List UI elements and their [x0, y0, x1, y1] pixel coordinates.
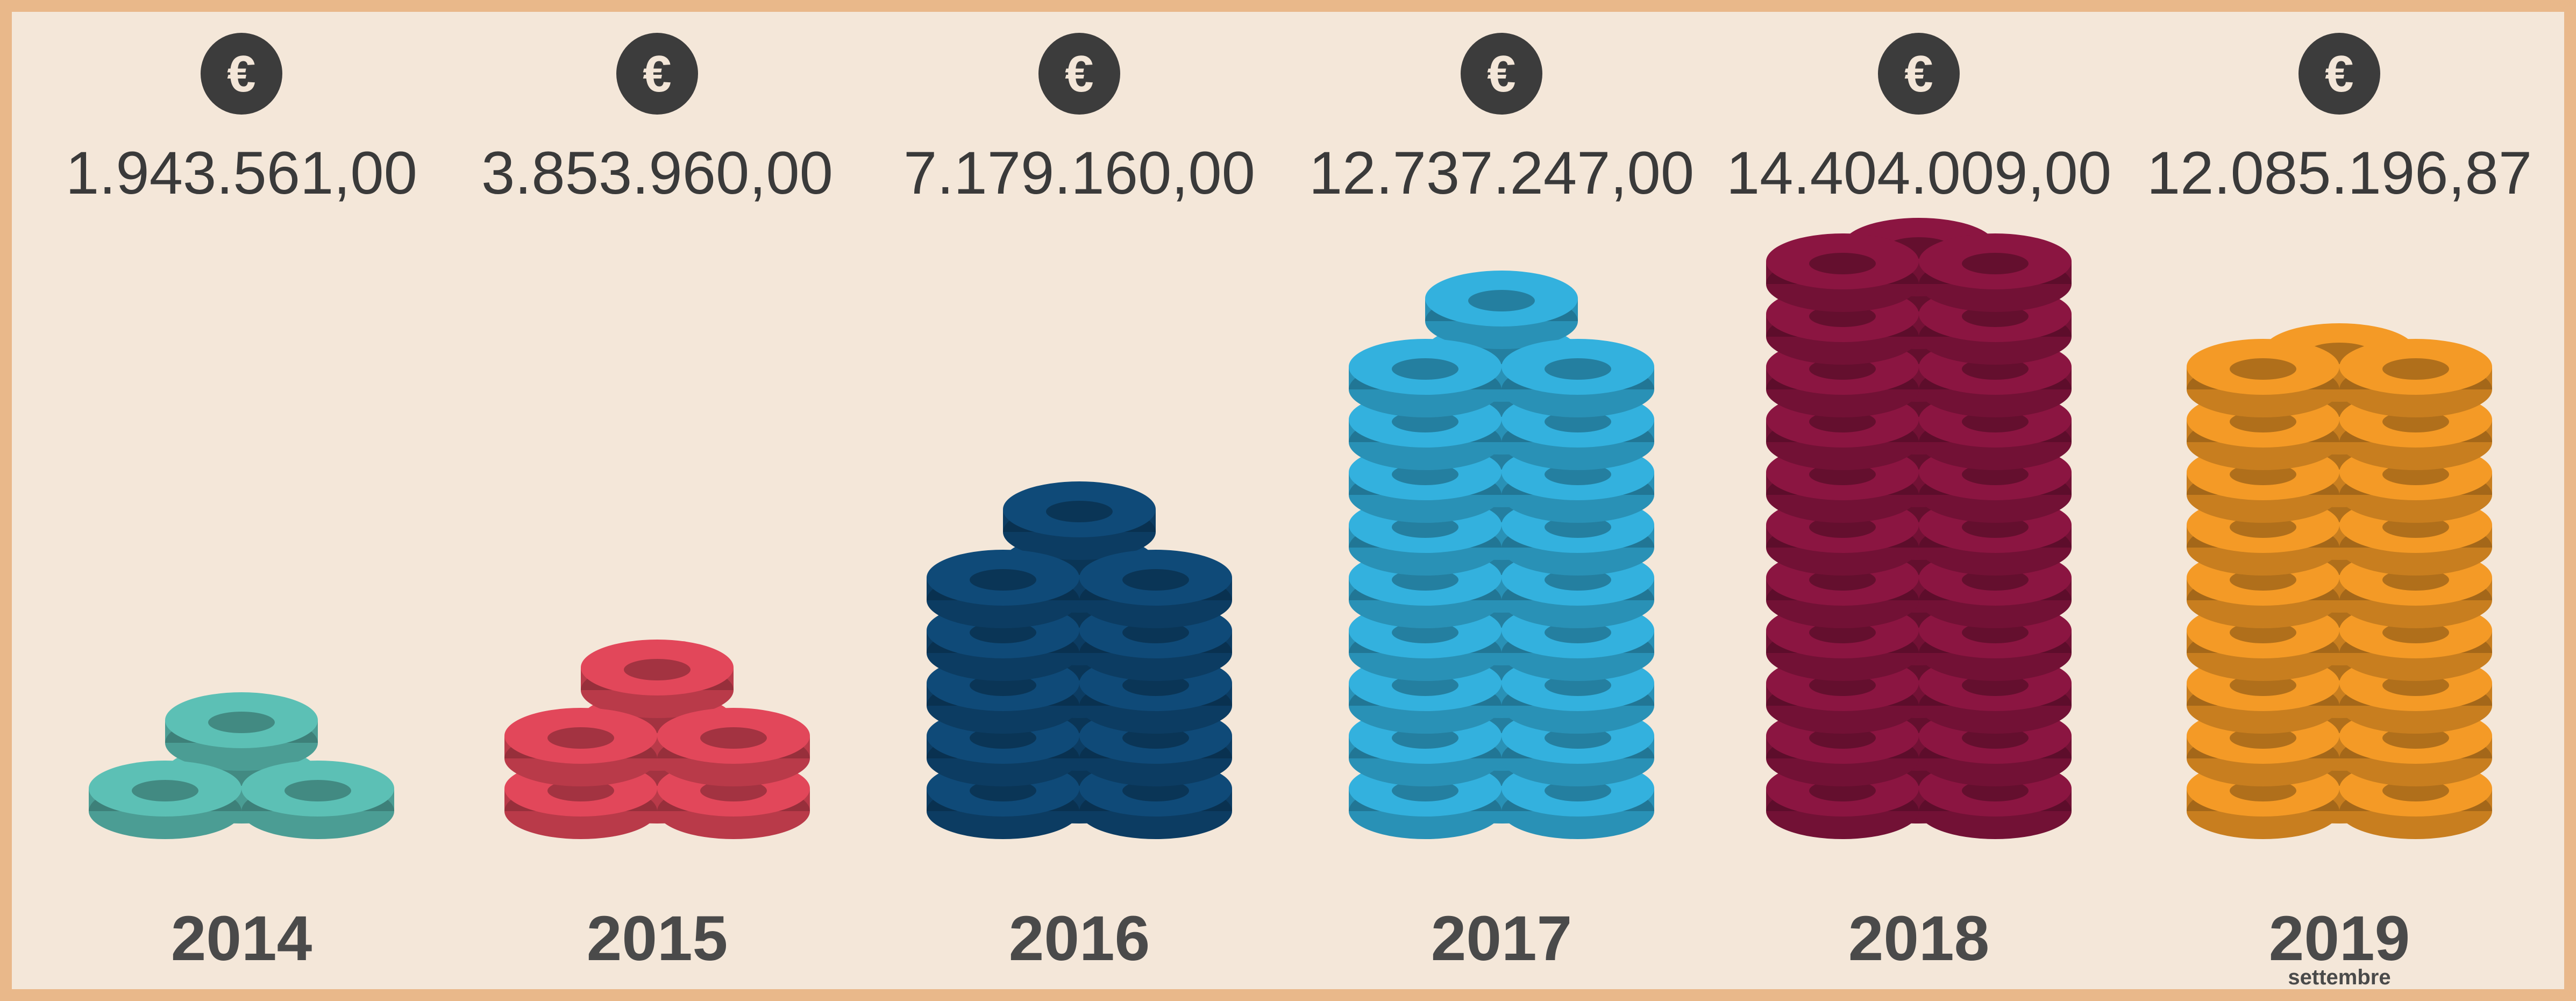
currency-icon [1038, 33, 1120, 115]
coin-top [927, 550, 1079, 606]
coin-hole [1122, 569, 1189, 591]
coin-hole [1809, 253, 1876, 274]
coin-hole [1545, 358, 1611, 380]
coin-hole [2382, 358, 2449, 380]
value-label: 12.737.247,00 [1309, 139, 1694, 207]
coin-top [1919, 233, 2072, 289]
coin-top [657, 708, 810, 764]
currency-symbol: € [643, 45, 671, 103]
coin-stack [2187, 323, 2492, 839]
coin-top [165, 692, 318, 748]
year-label: 2019 [2269, 903, 2410, 974]
value-label: 1.943.561,00 [66, 139, 417, 207]
coin-top [2187, 339, 2339, 395]
coin-hole [624, 659, 691, 680]
currency-icon [1461, 33, 1542, 115]
currency-icon [201, 33, 282, 115]
currency-symbol: € [227, 45, 255, 103]
coin-hole [547, 727, 614, 749]
coin-top [241, 761, 394, 817]
coin-top [89, 761, 241, 817]
value-label: 7.179.160,00 [903, 139, 1255, 207]
value-label: 3.853.960,00 [481, 139, 833, 207]
coin-hole [284, 780, 351, 801]
year-label: 2018 [1848, 903, 1990, 974]
coin-hole [1468, 290, 1535, 311]
coin-hole [132, 780, 198, 801]
coin-top [2339, 339, 2492, 395]
currency-icon [1878, 33, 1960, 115]
coin-top [1349, 339, 1502, 395]
value-label: 12.085.196,87 [2147, 139, 2532, 207]
coin-top [1766, 233, 1919, 289]
coin-top [581, 640, 734, 695]
year-label: 2014 [171, 903, 312, 974]
year-label: 2017 [1431, 903, 1572, 974]
coin-hole [970, 569, 1036, 591]
annotation: settembre [2288, 965, 2390, 989]
coin-stack [1349, 271, 1654, 839]
currency-icon [2299, 33, 2380, 115]
coin-top [1502, 339, 1654, 395]
coin-hole [1962, 253, 2029, 274]
currency-symbol: € [1487, 45, 1515, 103]
value-label: 14.404.009,00 [1726, 139, 2111, 207]
coin-hole [1392, 358, 1458, 380]
coin-hole [1046, 501, 1113, 522]
background [12, 12, 2564, 989]
coin-top [1425, 271, 1578, 326]
coin-hole [208, 712, 275, 733]
currency-icon [616, 33, 698, 115]
coin-hole [2230, 358, 2296, 380]
coin-stack [927, 481, 1232, 839]
coin-stack [1766, 218, 2072, 839]
coin-hole [700, 727, 767, 749]
year-label: 2016 [1009, 903, 1150, 974]
coin-top [1079, 550, 1232, 606]
coin-stack [89, 692, 394, 839]
currency-symbol: € [1065, 45, 1093, 103]
coin-top [504, 708, 657, 764]
coin-top [1003, 481, 1156, 537]
year-label: 2015 [587, 903, 728, 974]
currency-symbol: € [2325, 45, 2353, 103]
currency-symbol: € [1904, 45, 1933, 103]
coin-stack [504, 640, 810, 839]
